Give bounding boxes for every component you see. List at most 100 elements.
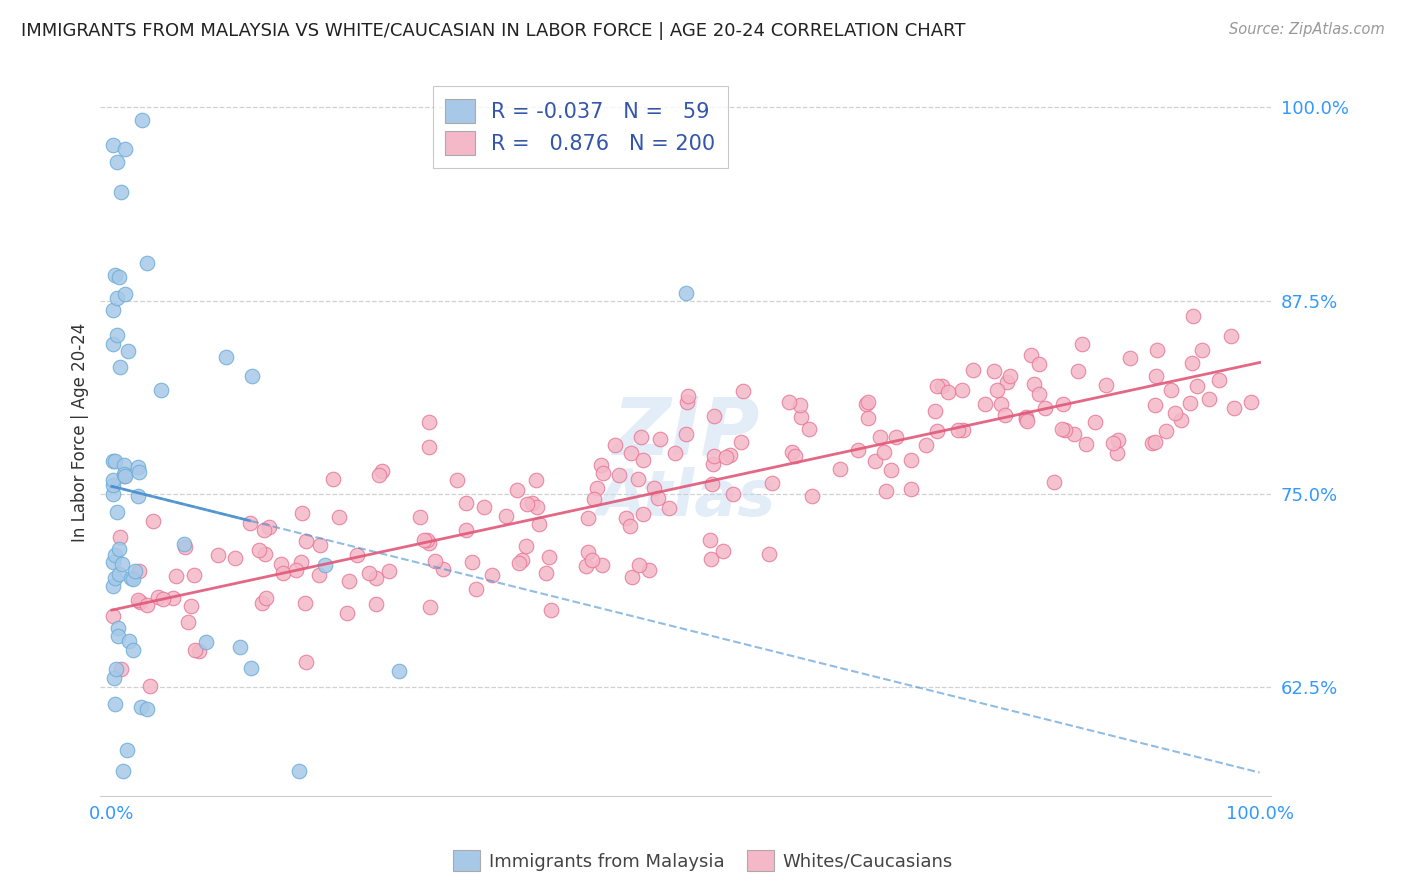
Point xyxy=(876,484,898,499)
Point xyxy=(1015,412,1038,426)
Point xyxy=(176,615,198,629)
Point xyxy=(1015,414,1038,428)
Point xyxy=(254,591,277,606)
Point xyxy=(731,384,754,398)
Point xyxy=(464,582,486,596)
Point xyxy=(180,599,202,613)
Point xyxy=(515,539,537,553)
Point xyxy=(105,292,128,306)
Point xyxy=(135,255,157,269)
Point xyxy=(253,523,276,537)
Point xyxy=(1052,422,1074,436)
Point xyxy=(576,545,599,559)
Point xyxy=(676,389,699,403)
Point xyxy=(183,643,205,657)
Point xyxy=(104,268,127,282)
Point xyxy=(129,595,152,609)
Point xyxy=(986,383,1008,397)
Point xyxy=(1024,377,1046,392)
Point xyxy=(585,481,607,495)
Point xyxy=(637,564,659,578)
Point xyxy=(337,574,360,588)
Point xyxy=(131,113,153,128)
Point xyxy=(1144,398,1167,412)
Point xyxy=(534,566,557,580)
Text: IMMIGRANTS FROM MALAYSIA VS WHITE/CAUCASIAN IN LABOR FORCE | AGE 20-24 CORRELATI: IMMIGRANTS FROM MALAYSIA VS WHITE/CAUCAS… xyxy=(21,22,966,40)
Point xyxy=(591,458,613,472)
Point xyxy=(103,555,125,569)
Point xyxy=(149,383,172,397)
Point xyxy=(122,572,145,586)
Point xyxy=(1107,433,1129,447)
Point xyxy=(101,487,124,501)
Point xyxy=(1240,394,1263,409)
Point xyxy=(108,530,131,544)
Point xyxy=(142,514,165,528)
Point xyxy=(162,591,184,605)
Point xyxy=(107,621,129,635)
Point xyxy=(855,397,877,411)
Point xyxy=(120,571,142,585)
Point xyxy=(856,395,879,409)
Point xyxy=(370,464,392,478)
Point xyxy=(104,454,127,468)
Point xyxy=(295,534,318,549)
Point xyxy=(412,533,434,547)
Point xyxy=(702,457,724,471)
Point xyxy=(183,568,205,582)
Point xyxy=(620,569,643,583)
Point xyxy=(101,336,124,351)
Point xyxy=(995,376,1018,390)
Point xyxy=(148,591,170,605)
Point xyxy=(1028,387,1050,401)
Text: ZIP: ZIP xyxy=(612,393,759,471)
Point xyxy=(529,517,551,532)
Point xyxy=(336,606,359,620)
Point xyxy=(309,538,332,552)
Point xyxy=(110,359,132,374)
Point xyxy=(1144,435,1167,450)
Point xyxy=(730,434,752,449)
Point xyxy=(418,415,440,429)
Point xyxy=(700,552,723,566)
Point xyxy=(253,547,276,561)
Point xyxy=(633,453,655,467)
Point xyxy=(869,430,891,444)
Point xyxy=(1164,406,1187,420)
Point xyxy=(998,368,1021,383)
Point xyxy=(1052,397,1074,411)
Point xyxy=(863,454,886,468)
Point xyxy=(630,429,652,443)
Point xyxy=(195,634,218,648)
Point xyxy=(880,462,903,476)
Point xyxy=(104,697,127,711)
Point xyxy=(108,269,131,284)
Point xyxy=(104,548,127,562)
Point xyxy=(924,404,946,418)
Y-axis label: In Labor Force | Age 20-24: In Labor Force | Age 20-24 xyxy=(72,323,89,541)
Point xyxy=(1095,378,1118,392)
Point xyxy=(790,409,813,424)
Point xyxy=(1105,446,1128,460)
Point xyxy=(308,567,330,582)
Point xyxy=(103,608,125,623)
Point xyxy=(239,661,262,675)
Point xyxy=(127,459,149,474)
Point xyxy=(627,558,650,573)
Point xyxy=(1180,356,1202,370)
Point xyxy=(103,454,125,468)
Point xyxy=(110,185,132,199)
Point xyxy=(291,506,314,520)
Point xyxy=(1223,401,1246,415)
Point xyxy=(1066,364,1088,378)
Point xyxy=(1198,392,1220,406)
Point xyxy=(328,509,350,524)
Point xyxy=(927,424,949,438)
Point xyxy=(105,155,128,169)
Point xyxy=(472,500,495,515)
Point xyxy=(603,438,626,452)
Point xyxy=(1033,401,1056,416)
Point xyxy=(215,350,238,364)
Point xyxy=(583,491,606,506)
Point xyxy=(1119,351,1142,365)
